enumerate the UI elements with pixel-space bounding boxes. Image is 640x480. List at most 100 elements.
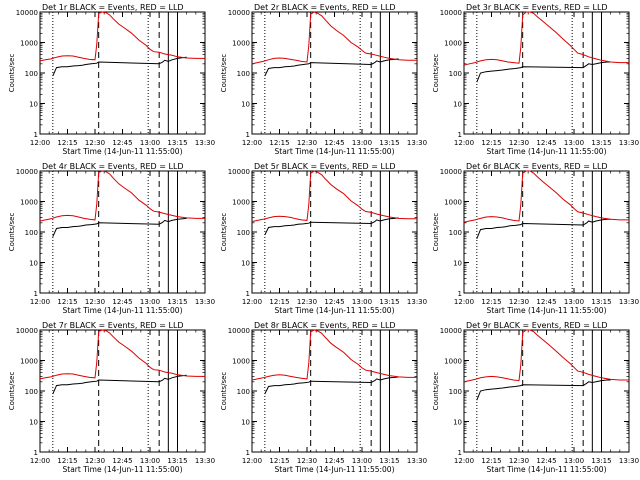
y-tick-label: 1000 bbox=[232, 199, 250, 207]
x-tick-label: 12:15 bbox=[57, 139, 77, 147]
panel-title: Det 6r BLACK = Events, RED = LLD bbox=[466, 162, 608, 171]
x-tick-label: 13:30 bbox=[619, 457, 639, 465]
x-tick-label: 13:00 bbox=[140, 139, 160, 147]
lld-series-line bbox=[39, 170, 205, 222]
plot-frame bbox=[251, 11, 418, 135]
y-axis-label: Counts/sec bbox=[432, 213, 440, 252]
y-tick-label: 10 bbox=[29, 260, 38, 268]
events-series-line bbox=[264, 58, 399, 77]
x-tick-label: 13:15 bbox=[379, 139, 399, 147]
panel: Det 1r BLACK = Events, RED = LLD 1 10 100 10… bbox=[8, 3, 215, 156]
x-tick-label: 12:45 bbox=[324, 298, 344, 306]
y-tick-label: 100 bbox=[237, 70, 250, 78]
events-series-line bbox=[52, 374, 187, 395]
x-tick-label: 12:00 bbox=[30, 139, 50, 147]
x-axis-label: Start Time (14-Jun-11 11:55:00) bbox=[275, 147, 395, 156]
y-tick-label: 100 bbox=[25, 388, 38, 396]
y-tick-label: 10 bbox=[29, 101, 38, 109]
y-tick-label: 10 bbox=[29, 419, 38, 427]
x-tick-label: 13:00 bbox=[564, 298, 584, 306]
x-tick-label: 13:30 bbox=[619, 298, 639, 306]
y-tick-label: 10 bbox=[453, 260, 462, 268]
lld-series-line bbox=[251, 11, 417, 65]
y-tick-label: 10000 bbox=[228, 168, 250, 176]
y-tick-label: 10000 bbox=[228, 327, 250, 335]
x-tick-label: 12:45 bbox=[324, 139, 344, 147]
x-axis-label: Start Time (14-Jun-11 11:55:00) bbox=[275, 465, 395, 474]
panel-title: Det 8r BLACK = Events, RED = LLD bbox=[254, 321, 396, 330]
y-tick-label: 1000 bbox=[232, 40, 250, 48]
y-axis-label: Counts/sec bbox=[432, 54, 440, 93]
x-tick-label: 12:45 bbox=[112, 139, 132, 147]
y-tick-label: 10000 bbox=[16, 168, 38, 176]
x-axis-label: Start Time (14-Jun-11 11:55:00) bbox=[63, 465, 183, 474]
y-tick-label: 1 bbox=[246, 131, 250, 139]
x-tick-label: 13:15 bbox=[167, 139, 187, 147]
y-tick-label: 1 bbox=[458, 290, 462, 298]
x-tick-label: 12:00 bbox=[30, 298, 50, 306]
y-axis-label: Counts/sec bbox=[220, 54, 228, 93]
x-tick-label: 12:15 bbox=[481, 457, 501, 465]
plot-frame bbox=[463, 11, 630, 135]
events-series-line bbox=[264, 376, 399, 395]
plot-frame bbox=[39, 170, 206, 294]
x-tick-label: 12:00 bbox=[242, 298, 262, 306]
x-tick-label: 12:15 bbox=[481, 139, 501, 147]
x-axis-label: Start Time (14-Jun-11 11:55:00) bbox=[63, 147, 183, 156]
x-tick-label: 12:00 bbox=[242, 139, 262, 147]
y-tick-label: 1000 bbox=[444, 40, 462, 48]
lld-series-line bbox=[251, 170, 417, 223]
x-tick-label: 12:30 bbox=[297, 139, 317, 147]
x-tick-label: 12:30 bbox=[509, 298, 529, 306]
x-tick-label: 12:15 bbox=[269, 139, 289, 147]
x-tick-label: 12:45 bbox=[536, 457, 556, 465]
panel: Det 5r BLACK = Events, RED = LLD 1 10 100 10… bbox=[220, 162, 427, 315]
y-axis-label: Counts/sec bbox=[432, 372, 440, 411]
x-tick-label: 13:00 bbox=[564, 457, 584, 465]
events-series-line bbox=[52, 56, 187, 77]
x-axis-label: Start Time (14-Jun-11 11:55:00) bbox=[63, 306, 183, 315]
x-tick-label: 12:15 bbox=[57, 457, 77, 465]
y-tick-label: 10000 bbox=[440, 327, 462, 335]
y-tick-label: 100 bbox=[449, 229, 462, 237]
y-tick-label: 10 bbox=[241, 101, 250, 109]
plot-frame bbox=[251, 170, 418, 294]
x-tick-label: 13:15 bbox=[167, 457, 187, 465]
x-axis-label: Start Time (14-Jun-11 11:55:00) bbox=[275, 306, 395, 315]
x-tick-label: 13:15 bbox=[591, 139, 611, 147]
lld-series-line bbox=[463, 170, 629, 223]
y-tick-label: 10 bbox=[241, 260, 250, 268]
y-tick-label: 10 bbox=[453, 101, 462, 109]
events-series-line bbox=[476, 379, 611, 401]
x-tick-label: 13:15 bbox=[591, 298, 611, 306]
x-tick-label: 13:00 bbox=[352, 139, 372, 147]
y-tick-label: 1 bbox=[246, 290, 250, 298]
x-tick-label: 12:30 bbox=[297, 298, 317, 306]
y-tick-label: 10000 bbox=[440, 9, 462, 17]
y-tick-label: 1000 bbox=[444, 358, 462, 366]
x-tick-label: 13:15 bbox=[167, 298, 187, 306]
y-tick-label: 100 bbox=[449, 70, 462, 78]
y-tick-label: 1 bbox=[458, 131, 462, 139]
x-tick-label: 13:15 bbox=[379, 298, 399, 306]
y-tick-label: 1000 bbox=[444, 199, 462, 207]
y-tick-label: 1 bbox=[246, 449, 250, 457]
panel-title: Det 3r BLACK = Events, RED = LLD bbox=[466, 3, 608, 12]
panel: Det 8r BLACK = Events, RED = LLD 1 10 100 10… bbox=[220, 321, 427, 474]
panel-title: Det 7r BLACK = Events, RED = LLD bbox=[42, 321, 184, 330]
x-tick-label: 12:15 bbox=[57, 298, 77, 306]
x-tick-label: 13:30 bbox=[407, 139, 427, 147]
y-tick-label: 1 bbox=[458, 449, 462, 457]
x-tick-label: 12:00 bbox=[454, 139, 474, 147]
y-tick-label: 100 bbox=[25, 70, 38, 78]
x-tick-label: 12:45 bbox=[324, 457, 344, 465]
y-tick-label: 1000 bbox=[20, 199, 38, 207]
lld-series-line bbox=[463, 329, 629, 383]
x-tick-label: 12:45 bbox=[536, 298, 556, 306]
x-tick-label: 13:00 bbox=[352, 298, 372, 306]
y-tick-label: 10 bbox=[241, 419, 250, 427]
x-tick-label: 12:30 bbox=[297, 457, 317, 465]
y-tick-label: 1 bbox=[34, 290, 38, 298]
panel-title: Det 5r BLACK = Events, RED = LLD bbox=[254, 162, 396, 171]
x-tick-label: 12:45 bbox=[112, 457, 132, 465]
